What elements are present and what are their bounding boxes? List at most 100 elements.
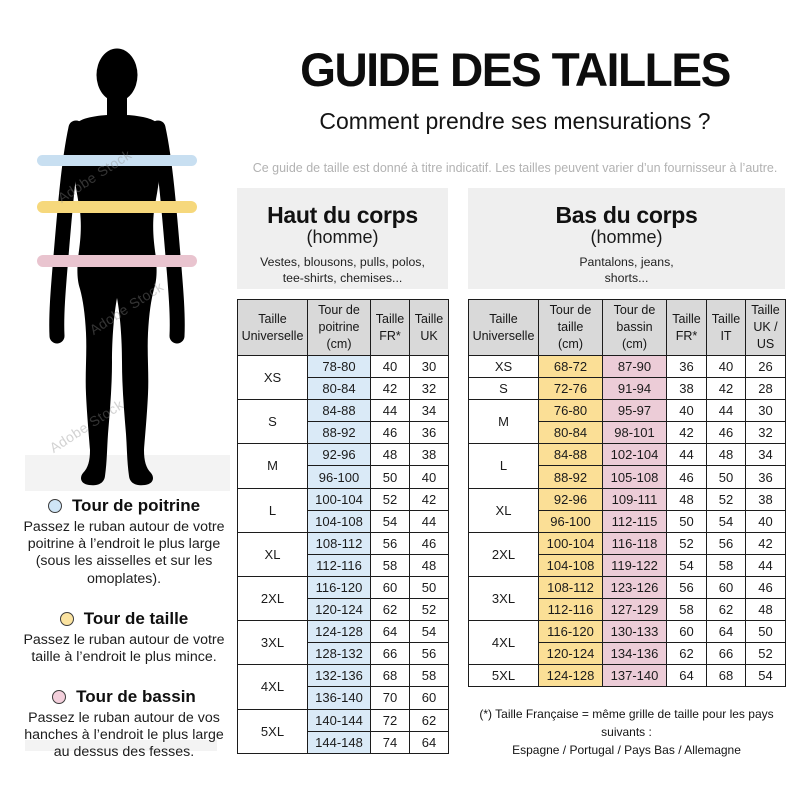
data-cell: 123-126	[602, 575, 667, 600]
data-cell: 32	[745, 421, 786, 445]
section-subtitle: (homme)	[590, 227, 663, 247]
data-cell: 120-124	[307, 598, 371, 622]
waist-measure-band	[37, 201, 197, 213]
table-row: 88-92 46 36	[238, 421, 449, 445]
data-cell: 58	[370, 553, 410, 577]
data-cell: 48	[666, 487, 707, 511]
data-cell: 64	[706, 620, 746, 644]
data-cell: 48	[409, 553, 449, 577]
data-cell: 38	[745, 487, 786, 511]
data-cell: 56	[666, 575, 707, 600]
size-cell: 5XL	[237, 708, 308, 754]
table-row: XL 108-112 56 46	[237, 531, 449, 577]
table-row: 120-124 62 52	[238, 598, 449, 622]
data-cell: 48	[370, 443, 410, 467]
data-cell: 46	[745, 575, 786, 600]
table-row: 4XL 132-136 68 58	[237, 664, 449, 710]
table-row: 96-100 112-115 50 54 40	[469, 509, 786, 533]
data-cell: 80-84	[307, 377, 371, 401]
data-cell: 76-80	[538, 399, 603, 423]
data-cell: 48	[706, 443, 746, 467]
section-description: Vestes, blousons, pulls, polos, tee-shir…	[260, 255, 425, 286]
data-cell: 40	[666, 399, 707, 423]
data-cell: 84-88	[538, 443, 603, 467]
data-cell: 52	[745, 642, 786, 666]
lower-body-size-table: Taille Universelle Tour de taille (cm) Tou…	[468, 299, 786, 688]
size-cell: 4XL	[237, 664, 308, 710]
size-cell: 3XL	[237, 620, 308, 666]
data-cell: 58	[666, 598, 707, 622]
size-cell: 4XL	[468, 620, 539, 666]
column-header: Tour de taille (cm)	[538, 299, 603, 356]
data-cell: 42	[370, 377, 410, 401]
lower-body-section-header: Bas du corps (homme) Pantalons, jeans, s…	[468, 188, 785, 289]
column-header: Taille Universelle	[468, 299, 539, 356]
data-cell: 140-144	[307, 708, 371, 732]
data-cell: 127-129	[602, 598, 667, 622]
data-cell: 128-132	[307, 642, 371, 666]
legend-item-waist: Tour de taille Passez le ruban autour de…	[20, 609, 228, 666]
data-cell: 56	[706, 531, 746, 555]
data-cell: 136-140	[307, 686, 371, 710]
data-cell: 62	[666, 642, 707, 666]
data-cell: 52	[666, 531, 707, 555]
size-cell: S	[468, 377, 539, 401]
data-cell: 50	[745, 620, 786, 644]
data-cell: 46	[409, 531, 449, 555]
footnote-line-1: (*) Taille Française = même grille de ta…	[479, 707, 774, 739]
data-cell: 54	[370, 509, 410, 533]
data-cell: 40	[409, 465, 449, 489]
data-cell: 60	[370, 575, 410, 600]
data-cell: 30	[409, 354, 449, 379]
column-header: Taille IT	[706, 299, 746, 356]
column-header: Taille Universelle	[237, 299, 308, 356]
data-cell: 44	[409, 509, 449, 533]
data-cell: 95-97	[602, 399, 667, 423]
table-row: 5XL 140-144 72 62	[237, 708, 449, 754]
data-cell: 60	[666, 620, 707, 644]
size-cell: L	[237, 487, 308, 533]
table-row: L 100-104 52 42	[237, 487, 449, 533]
size-cell: 3XL	[468, 575, 539, 622]
header-block: GUIDE DES TAILLES Comment prendre ses me…	[230, 42, 800, 175]
data-cell: 112-116	[538, 598, 603, 622]
table-row: 88-92 105-108 46 50 36	[469, 465, 786, 489]
table-row: 80-84 42 32	[238, 377, 449, 401]
data-cell: 144-148	[307, 730, 371, 754]
data-cell: 72	[370, 708, 410, 732]
column-header: Taille UK	[409, 299, 449, 356]
data-cell: 62	[706, 598, 746, 622]
data-cell: 40	[745, 509, 786, 533]
data-cell: 40	[370, 354, 410, 379]
table-row: 3XL 108-112 123-126 56 60 46	[468, 575, 786, 622]
data-cell: 91-94	[602, 377, 667, 401]
size-cell: XL	[468, 487, 539, 533]
data-cell: 96-100	[538, 509, 603, 533]
data-cell: 54	[409, 620, 449, 644]
data-cell: 50	[370, 465, 410, 489]
size-cell: XS	[237, 354, 308, 401]
page-subtitle: Comment prendre ses mensurations ?	[319, 108, 711, 134]
size-cell: XL	[237, 531, 308, 577]
upper-body-section-header: Haut du corps (homme) Vestes, blousons, …	[237, 188, 448, 289]
table-row: M 92-96 48 38	[237, 443, 449, 489]
section-title: Bas du corps	[555, 202, 698, 228]
data-cell: 52	[706, 487, 746, 511]
column-header: Tour de poitrine (cm)	[307, 299, 371, 356]
data-cell: 50	[666, 509, 707, 533]
data-cell: 92-96	[538, 487, 603, 511]
table-row: S 72-76 91-94 38 42 28	[468, 377, 786, 401]
section-subtitle: (homme)	[306, 227, 379, 247]
data-cell: 108-112	[307, 531, 371, 555]
data-cell: 88-92	[538, 465, 603, 489]
data-cell: 72-76	[538, 377, 603, 401]
data-cell: 28	[745, 377, 786, 401]
data-cell: 84-88	[307, 399, 371, 423]
data-cell: 38	[666, 377, 707, 401]
data-cell: 104-108	[307, 509, 371, 533]
table-row: 5XL 124-128 137-140 64 68 54	[468, 664, 786, 688]
size-cell: 5XL	[468, 664, 539, 688]
table-row: L 84-88 102-104 44 48 34	[468, 443, 786, 489]
table-row: XL 92-96 109-111 48 52 38	[468, 487, 786, 533]
